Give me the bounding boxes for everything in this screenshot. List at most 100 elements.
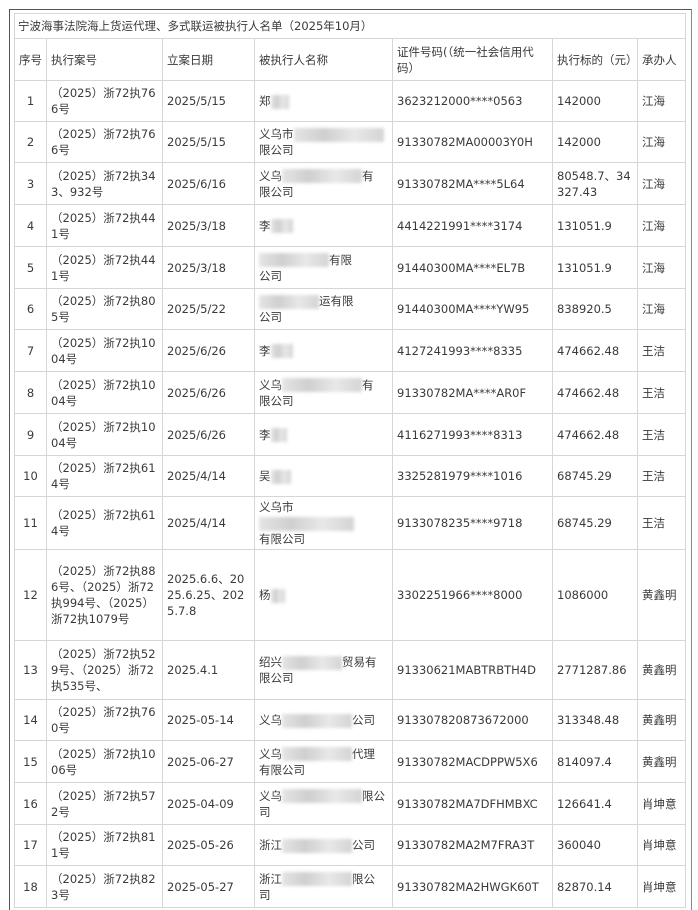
table-row: 14 （2025）浙72执760号 2025-05-14 义乌 公司 9133078208… — [14, 699, 687, 741]
case-number: （2025）浙72执760号 — [46, 699, 163, 741]
case-number: （2025）浙72执766号 — [46, 80, 163, 122]
executee-name: 李 — [254, 413, 393, 456]
handler: 江海 — [636, 204, 687, 247]
executee-name: 绍兴 贸易有 限公司 — [254, 640, 393, 700]
table-row: 9 （2025）浙72执1004号 2025/6/26 李 4116271993****… — [14, 413, 687, 456]
row-number: 14 — [14, 699, 47, 741]
name-visible-start: 浙江 — [259, 871, 282, 886]
case-number: （2025）浙72执1004号 — [46, 329, 163, 372]
execution-amount: 68745.29 — [552, 496, 638, 550]
executee-name: 义乌市 限公司 — [254, 121, 393, 163]
redacted-blur — [282, 655, 342, 670]
redacted-blur — [259, 253, 329, 267]
table-row: 13 （2025）浙72执529号、（2025）浙72执535号、 2025.4.1… — [14, 640, 687, 700]
handler: 肖坤意 — [636, 824, 687, 866]
name-line-2: 公司 — [259, 268, 282, 283]
name-line-2: 有限公司 — [259, 532, 305, 546]
header-date: 立案日期 — [162, 38, 255, 81]
row-number: 4 — [14, 204, 47, 247]
executee-name: 义乌 有限公司 — [254, 162, 393, 205]
execution-amount: 360040 — [552, 824, 638, 866]
name-visible-start: 义乌 — [259, 746, 282, 761]
id-number: 9133078235****9718 — [392, 496, 553, 550]
redacted-blur — [270, 344, 293, 358]
document-frame — [9, 9, 692, 910]
name-line-2: 限公司 — [259, 184, 294, 199]
name-visible-start: 吴 — [259, 469, 271, 483]
executee-name: 义乌 限公司 — [254, 782, 393, 825]
header-case: 执行案号 — [46, 38, 163, 81]
filing-date: 2025/5/15 — [162, 121, 255, 163]
execution-amount: 474662.48 — [552, 413, 638, 456]
execution-amount: 814097.4 — [552, 740, 638, 783]
row-number: 15 — [14, 740, 47, 783]
filing-date: 2025/6/16 — [162, 162, 255, 205]
name-visible-start: 绍兴 — [259, 655, 282, 669]
name-visible-start: 义乌 — [259, 788, 282, 803]
execution-amount: 82870.14 — [552, 865, 638, 908]
table-row: 12 （2025）浙72执886号、（2025）浙72执994号、（2025）浙7… — [14, 549, 687, 641]
id-number: 91330782MACDPPW5X6 — [392, 740, 553, 783]
filing-date: 2025-05-26 — [162, 824, 255, 866]
name-line-2: 限公司 — [259, 143, 294, 157]
execution-amount: 142000 — [552, 80, 638, 122]
table-row: 8 （2025）浙72执1004号 2025/6/26 义乌 有限公司 91330782M… — [14, 371, 687, 414]
executee-name: 浙江 限公司 — [254, 865, 393, 908]
table-title: 宁波海事法院海上货运代理、多式联运被执行人名单（2025年10月） — [13, 13, 687, 39]
handler: 江海 — [636, 80, 687, 122]
table-row: 18 （2025）浙72执823号 2025-05-27 浙江 限公司 91330782M… — [14, 865, 687, 908]
table-row: 17 （2025）浙72执811号 2025-05-26 浙江 公司 91330782MA… — [14, 824, 687, 866]
case-number: （2025）浙72执529号、（2025）浙72执535号、 — [46, 640, 163, 700]
name-line-2: 有限公司 — [259, 762, 305, 777]
name-line-2: 司 — [259, 887, 271, 902]
redacted-blur — [270, 94, 289, 109]
case-number: （2025）浙72执1004号 — [46, 413, 163, 456]
executee-name: 李 — [254, 204, 393, 247]
execution-amount: 142000 — [552, 121, 638, 163]
id-number: 91440300MA****EL7B — [392, 246, 553, 289]
table-row: 1 （2025）浙72执766号 2025/5/15 郑 3623212000****0… — [14, 80, 687, 122]
row-number: 10 — [14, 455, 47, 497]
name-visible-start: 浙江 — [259, 838, 282, 852]
row-number: 5 — [14, 246, 47, 289]
case-number: （2025）浙72执886号、（2025）浙72执994号、（2025）浙72执… — [46, 549, 163, 641]
executee-name: 杨 — [254, 549, 393, 641]
header-no: 序号 — [14, 38, 47, 81]
filing-date: 2025.4.1 — [162, 640, 255, 700]
table-row: 4 （2025）浙72执441号 2025/3/18 李 4414221991****3… — [14, 204, 687, 247]
row-number: 16 — [14, 782, 47, 825]
case-number: （2025）浙72执811号 — [46, 824, 163, 866]
name-visible-end: 公司 — [352, 838, 375, 852]
id-number: 4116271993****8313 — [392, 413, 553, 456]
execution-amount: 474662.48 — [552, 329, 638, 372]
name-visible-start: 李 — [259, 427, 271, 442]
header-handler: 承办人 — [636, 38, 687, 81]
redacted-blur — [282, 838, 352, 853]
name-line-2: 限公司 — [259, 671, 294, 685]
id-number: 4127241993****8335 — [392, 329, 553, 372]
name-visible-end: 有限 — [329, 252, 352, 267]
name-visible-end: 公司 — [352, 713, 375, 727]
executee-name: 运有限 公司 — [254, 288, 393, 330]
case-number: （2025）浙72执823号 — [46, 865, 163, 908]
case-number: （2025）浙72执614号 — [46, 455, 163, 497]
filing-date: 2025-04-09 — [162, 782, 255, 825]
table-row: 15 （2025）浙72执1006号 2025-06-27 义乌 代理 有限公司 91330… — [14, 740, 687, 783]
filing-date: 2025-06-27 — [162, 740, 255, 783]
handler: 王洁 — [636, 413, 687, 456]
handler: 王洁 — [636, 455, 687, 497]
executee-name: 义乌 有限公司 — [254, 371, 393, 414]
header-row: 序号 执行案号 立案日期 被执行人名称 证件号码(（统一社会信用代码） 执行标的… — [14, 38, 687, 81]
id-number: 91330782MA****5L64 — [392, 162, 553, 205]
id-number: 91330782MA2HWGK60T — [392, 865, 553, 908]
id-number: 3302251966****8000 — [392, 549, 553, 641]
redacted-blur — [282, 747, 352, 761]
executee-name: 吴 — [254, 455, 393, 497]
id-number: 91440300MA****YW95 — [392, 288, 553, 330]
row-number: 17 — [14, 824, 47, 866]
execution-amount: 474662.48 — [552, 371, 638, 414]
table-row: 11 （2025）浙72执614号 2025/4/14 义乌市 有限公司 91330782… — [14, 496, 687, 550]
case-number: （2025）浙72执766号 — [46, 121, 163, 163]
row-number: 8 — [14, 371, 47, 414]
executee-name: 浙江 公司 — [254, 824, 393, 866]
